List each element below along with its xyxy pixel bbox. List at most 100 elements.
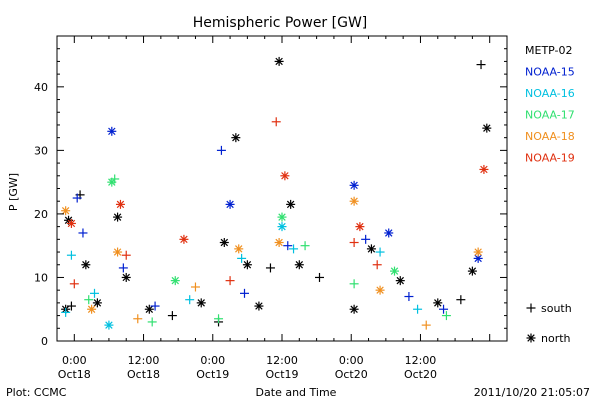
y-tick-label: 0 xyxy=(41,335,48,348)
x-axis: 0:00Oct1812:00Oct180:00Oct1912:00Oct190:… xyxy=(56,36,508,381)
y-tick-label: 30 xyxy=(34,144,48,157)
data-point xyxy=(179,234,189,244)
legend-entry: METP-02 xyxy=(525,44,573,57)
plot-credit: Plot: CCMC xyxy=(6,386,67,399)
data-point xyxy=(90,288,99,298)
data-point xyxy=(361,234,371,244)
data-point xyxy=(404,292,414,302)
y-axis-label: P [GW] xyxy=(7,173,20,211)
data-point xyxy=(144,304,154,314)
x-tick-time-label: 0:00 xyxy=(62,354,87,367)
data-point xyxy=(167,311,177,321)
data-point xyxy=(456,295,466,305)
data-point xyxy=(87,304,97,314)
data-point xyxy=(216,145,226,155)
data-point xyxy=(196,298,206,308)
data-point xyxy=(147,317,157,327)
legend-marker-star xyxy=(526,333,536,343)
data-point xyxy=(110,174,120,184)
data-point xyxy=(113,247,123,257)
x-tick-date-label: Oct20 xyxy=(335,368,368,381)
data-point xyxy=(289,244,299,254)
data-point xyxy=(61,206,71,216)
data-point xyxy=(421,320,431,330)
data-point xyxy=(237,253,247,263)
data-point xyxy=(384,228,394,238)
data-point xyxy=(271,117,281,127)
legend-marker-plus xyxy=(526,303,536,313)
legend-entry: NOAA-17 xyxy=(525,109,575,122)
y-tick-label: 40 xyxy=(34,81,48,94)
data-point xyxy=(121,272,131,282)
data-point xyxy=(185,295,195,305)
data-point xyxy=(413,304,423,314)
data-point xyxy=(66,250,76,260)
data-point xyxy=(439,304,449,314)
y-axis: 0 10 20 30 40 xyxy=(34,35,507,348)
data-point xyxy=(375,285,385,295)
data-point xyxy=(349,238,359,248)
data-point xyxy=(372,260,382,270)
data-point xyxy=(349,279,359,289)
data-point xyxy=(433,298,443,308)
data-point xyxy=(81,260,91,270)
legend-entry: NOAA-18 xyxy=(525,130,575,143)
data-point xyxy=(242,260,252,270)
data-point xyxy=(277,212,287,222)
data-point xyxy=(61,307,71,317)
data-point xyxy=(240,288,249,298)
data-point xyxy=(473,247,483,257)
data-point xyxy=(349,196,359,206)
data-point xyxy=(300,241,310,251)
data-point xyxy=(274,238,284,248)
data-point xyxy=(274,56,284,66)
data-point xyxy=(115,199,125,209)
data-point xyxy=(84,295,94,305)
data-point xyxy=(476,60,486,70)
legend-entry: NOAA-16 xyxy=(525,87,575,100)
data-point xyxy=(286,199,296,209)
data-point xyxy=(479,164,489,174)
data-points xyxy=(61,56,492,330)
data-point xyxy=(277,222,287,232)
data-point xyxy=(113,212,123,222)
data-point xyxy=(66,301,76,311)
data-point xyxy=(441,311,451,321)
data-point xyxy=(280,171,290,181)
x-tick-date-label: Oct19 xyxy=(196,368,229,381)
y-tick-label: 10 xyxy=(34,271,48,284)
data-point xyxy=(219,238,229,248)
plot-frame xyxy=(56,35,508,342)
data-point xyxy=(315,272,324,282)
data-point xyxy=(92,298,102,308)
data-point xyxy=(349,180,359,190)
data-point xyxy=(190,282,200,292)
legend-entry: NOAA-19 xyxy=(525,152,575,165)
marker-legend: south north xyxy=(526,302,572,345)
data-point xyxy=(150,301,160,311)
marker-legend-label: south xyxy=(541,302,572,315)
x-axis-label: Date and Time xyxy=(256,386,337,399)
x-tick-date-label: Oct19 xyxy=(265,368,298,381)
x-tick-time-label: 0:00 xyxy=(200,354,225,367)
data-point xyxy=(349,304,359,314)
data-point xyxy=(121,250,131,260)
data-point xyxy=(225,199,235,209)
x-tick-date-label: Oct20 xyxy=(404,368,437,381)
x-tick-time-label: 12:00 xyxy=(405,354,437,367)
data-point xyxy=(234,244,244,254)
marker-legend-label: north xyxy=(541,332,571,345)
data-point xyxy=(254,301,264,311)
y-tick-label: 20 xyxy=(34,208,48,221)
x-tick-time-label: 0:00 xyxy=(339,354,364,367)
data-point xyxy=(467,266,477,276)
x-tick-time-label: 12:00 xyxy=(266,354,298,367)
data-point xyxy=(265,263,275,273)
x-tick-date-label: Oct18 xyxy=(127,368,160,381)
data-point xyxy=(107,126,117,136)
legend: METP-02 NOAA-15 NOAA-16 NOAA-17 NOAA-18 NOAA-… xyxy=(525,44,575,165)
data-point xyxy=(283,241,293,251)
data-point xyxy=(355,222,365,232)
data-point xyxy=(225,276,235,286)
data-point xyxy=(482,123,492,133)
